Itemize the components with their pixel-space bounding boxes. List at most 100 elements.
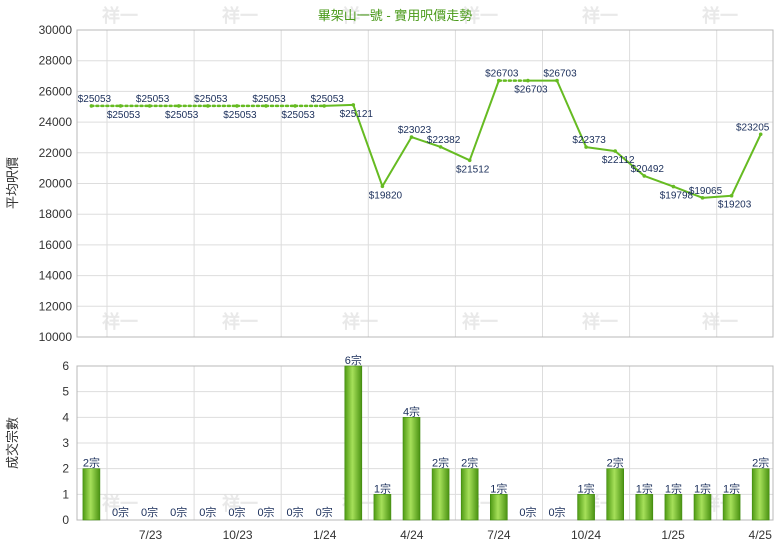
price-label-18: $22112 [602, 155, 635, 166]
price-segment-16 [556, 79, 588, 149]
price-point-7 [293, 104, 297, 108]
watermark-7: 祥一 [222, 311, 258, 332]
price-point-8 [322, 104, 327, 108]
price-point-6 [264, 104, 268, 108]
price-label-15: $26703 [514, 85, 548, 96]
watermark-11: 祥一 [702, 311, 738, 332]
watermark-12: 祥一 [102, 493, 138, 514]
price-label-23: $23205 [736, 122, 770, 133]
volume-y-tick-1: 1 [62, 487, 69, 501]
price-points [89, 78, 763, 200]
price-y-tick-9: 28000 [39, 54, 73, 68]
volume-label-15: 0宗 [519, 505, 536, 519]
volume-y-tick-2: 2 [62, 462, 69, 476]
x-tick-5: 10/24 [571, 528, 601, 542]
chart-title: 畢架山一號 - 實用呎價走勢 [318, 8, 473, 23]
price-point-19 [642, 174, 647, 178]
x-tick-4: 7/24 [487, 528, 511, 542]
price-label-8: $25053 [311, 94, 345, 105]
volume-labels: 2宗 0宗 0宗 0宗 0宗 0宗 0宗 0宗 0宗 6宗 1宗 4宗 2宗 2宗 1宗 0宗 0宗 1宗 2宗 1宗… [83, 353, 769, 519]
volume-label-21: 1宗 [694, 481, 711, 495]
x-tick-0: 7/23 [139, 528, 163, 542]
volume-label-18: 2宗 [607, 456, 624, 470]
price-y-tick-6: 22000 [39, 146, 73, 160]
volume-label-9: 6宗 [345, 353, 362, 367]
price-segment-17 [585, 146, 617, 153]
volume-y-tick-4: 4 [62, 410, 69, 424]
price-point-9 [351, 103, 356, 107]
price-y-tick-3: 16000 [39, 238, 73, 252]
volume-label-12: 2宗 [432, 456, 449, 470]
volume-bar-0 [82, 468, 101, 521]
price-point-18 [613, 149, 617, 153]
volume-bar-20 [664, 494, 683, 521]
price-label-4: $25053 [194, 94, 228, 105]
volume-label-7: 0宗 [287, 505, 304, 519]
watermark-9: 祥一 [462, 311, 498, 332]
x-tick-6: 1/25 [661, 528, 685, 542]
price-point-4 [206, 104, 210, 108]
volume-label-8: 0宗 [316, 505, 333, 519]
price-y-tick-4: 18000 [39, 207, 73, 221]
volume-label-10: 1宗 [374, 481, 391, 495]
volume-y-axis: 0 1 2 3 4 5 6 [62, 359, 69, 527]
volume-bar-9 [344, 365, 363, 521]
price-label-12: $22382 [427, 135, 461, 146]
volume-label-5: 0宗 [228, 505, 245, 519]
volume-bar-21 [693, 494, 712, 521]
price-y-tick-8: 26000 [39, 84, 73, 98]
x-tick-3: 4/24 [400, 528, 424, 542]
volume-label-22: 1宗 [723, 481, 740, 495]
price-point-23 [758, 132, 763, 137]
volume-bar-12 [431, 468, 450, 521]
price-y-tick-2: 14000 [39, 269, 73, 283]
price-segment-22 [730, 133, 762, 197]
price-point-3 [176, 104, 181, 108]
volume-bar-17 [577, 494, 595, 521]
price-point-10 [380, 184, 385, 189]
price-label-3: $25053 [165, 110, 199, 121]
volume-frame-rect [76, 365, 774, 521]
price-frame-rect [76, 29, 774, 338]
volume-label-13: 2宗 [461, 456, 478, 470]
volume-label-3: 0宗 [170, 505, 187, 519]
watermark-1: 祥一 [222, 5, 258, 26]
volume-label-16: 0宗 [548, 505, 565, 519]
price-point-21 [700, 196, 705, 200]
x-tick-2: 1/24 [313, 528, 337, 542]
x-tick-7: 4/25 [749, 528, 773, 542]
volume-y-tick-0: 0 [62, 513, 69, 527]
price-label-0: $25053 [78, 94, 112, 105]
volume-chart-frame [76, 365, 774, 521]
price-label-20: $19798 [660, 191, 694, 202]
price-segment-21 [701, 194, 733, 199]
price-label-14: $26703 [485, 69, 519, 80]
watermark-6: 祥一 [102, 311, 138, 332]
volume-y-tick-5: 5 [62, 385, 69, 399]
volume-label-19: 1宗 [636, 481, 653, 495]
volume-label-23: 2宗 [752, 456, 769, 470]
watermark-13: 祥一 [222, 493, 258, 514]
volume-y-tick-3: 3 [62, 436, 69, 450]
volume-label-0: 2宗 [83, 456, 100, 470]
price-label-1: $25053 [107, 110, 141, 121]
volume-bar-22 [722, 494, 741, 521]
price-segment-12 [439, 145, 471, 162]
price-label-6: $25053 [252, 94, 286, 105]
price-y-tick-7: 24000 [39, 115, 73, 129]
volume-label-11: 4宗 [403, 404, 420, 418]
price-label-10: $19820 [369, 190, 403, 201]
x-axis: 7/23 10/23 1/24 4/24 7/24 10/24 1/25 4/25 [139, 528, 772, 542]
price-label-16: $26703 [543, 69, 577, 80]
volume-bar-23 [751, 468, 770, 521]
price-label-7: $25053 [281, 110, 315, 121]
price-segment-19 [643, 174, 675, 188]
price-label-22: $19203 [718, 200, 752, 211]
price-y-tick-5: 20000 [39, 177, 73, 191]
price-chart-grid [77, 29, 773, 338]
watermark-0: 祥一 [102, 5, 138, 26]
volume-bars [82, 365, 770, 521]
price-labels: $25053 $25053 $25053 $25053 $25053 $25053 $250… [78, 69, 770, 211]
price-label-9: $25121 [340, 109, 374, 120]
